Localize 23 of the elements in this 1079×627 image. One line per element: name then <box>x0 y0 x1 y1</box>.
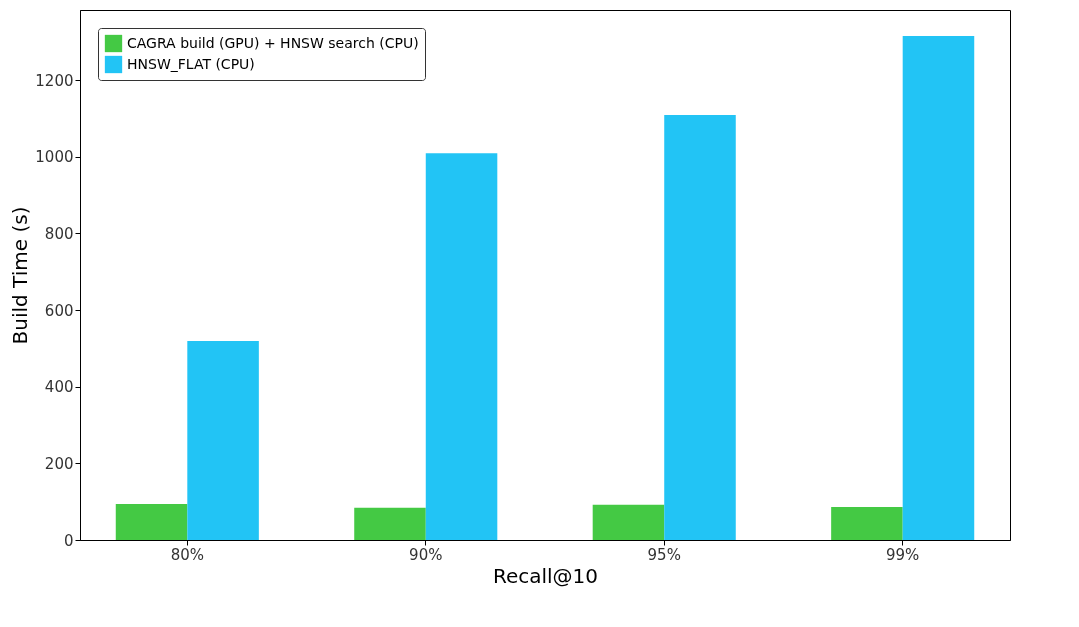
y-tick-label: 600 <box>44 301 74 320</box>
x-tick-label: 99% <box>886 545 920 564</box>
bar <box>425 153 498 540</box>
bar <box>902 36 975 540</box>
y-tick-label: 800 <box>44 224 74 243</box>
bar <box>664 115 736 540</box>
y-tick-label: 1000 <box>35 148 74 167</box>
x-tick-label: 80% <box>170 545 204 564</box>
legend-label: CAGRA build (GPU) + HNSW search (CPU) <box>127 34 419 51</box>
bar <box>592 504 665 540</box>
bar <box>187 341 259 540</box>
y-tick-label: 1200 <box>35 71 74 90</box>
x-tick-label: 95% <box>647 545 681 564</box>
x-tick-label: 90% <box>409 545 443 564</box>
y-tick-label: 400 <box>44 378 74 397</box>
bar <box>831 507 903 540</box>
y-tick-label: 0 <box>63 531 74 550</box>
x-axis-title: Recall@10 <box>492 563 599 588</box>
bar <box>354 507 426 540</box>
bar <box>115 503 188 540</box>
y-tick-label: 200 <box>44 454 74 473</box>
legend-label: HNSW_FLAT (CPU) <box>127 55 255 72</box>
y-axis-title: Build Time (s) <box>8 206 33 345</box>
